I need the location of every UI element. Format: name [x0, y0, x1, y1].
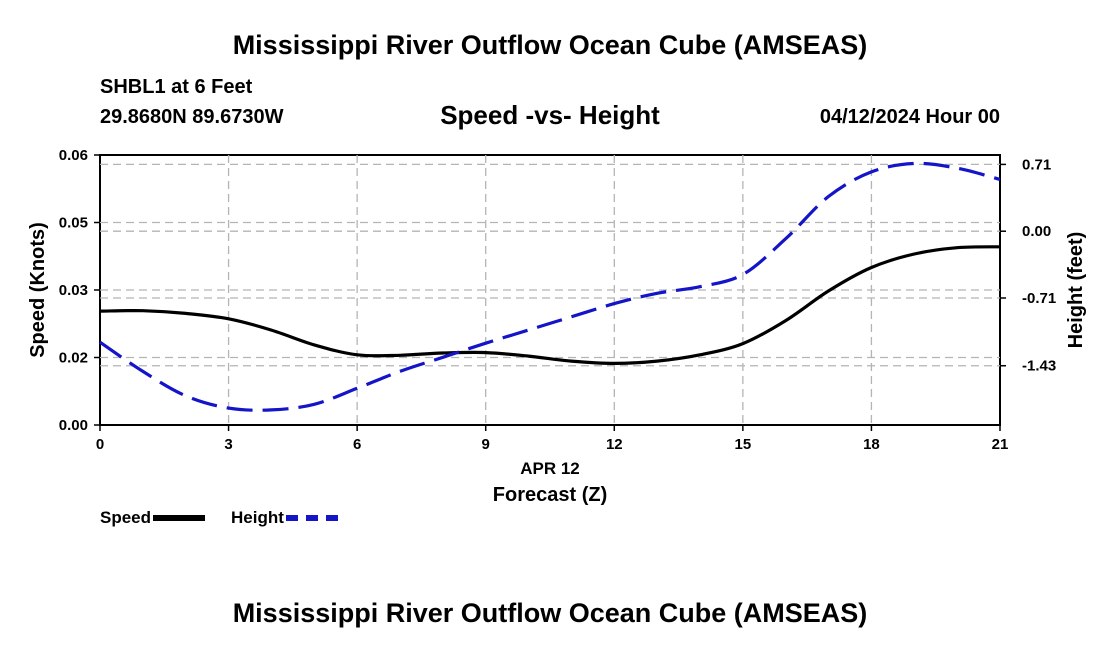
x-tick-label: 6	[353, 436, 361, 453]
x-axis-date-label: APR 12	[520, 459, 580, 478]
y-tick-label: 0.06	[59, 147, 88, 164]
y-tick-label: 0.03	[59, 282, 88, 299]
x-axis-label: Forecast (Z)	[493, 484, 607, 506]
y-tick-label: 0.02	[59, 350, 88, 367]
chart-footer-title: Mississippi River Outflow Ocean Cube (AM…	[232, 598, 868, 628]
chart-main-title: Mississippi River Outflow Ocean Cube (AM…	[232, 30, 868, 60]
series-height-line	[99, 161, 1001, 412]
x-tick-label: 21	[992, 436, 1009, 453]
y-tick-label: 0.00	[59, 417, 88, 434]
station-coordinates: 29.8680N 89.6730W	[100, 106, 284, 128]
y2-tick-label: 0.00	[1022, 223, 1051, 240]
x-tick-label: 18	[863, 436, 880, 453]
series-layer	[99, 161, 1001, 412]
legend-height-label: Height	[231, 508, 284, 527]
y2-axis-label: Height (feet)	[1065, 232, 1087, 349]
series-speed-line	[99, 245, 1001, 365]
y2-tick-label: 0.71	[1022, 156, 1051, 173]
legend-speed-label: Speed	[100, 508, 152, 527]
legend-height-swatch	[285, 515, 338, 521]
right-y-axis-ticks: 0.71 0.00 -0.71 -1.43	[1000, 156, 1056, 375]
x-tick-label: 0	[96, 436, 104, 453]
y-axis-label: Speed (Knots)	[27, 222, 49, 358]
y2-tick-label: -1.43	[1022, 358, 1056, 375]
legend-speed: Speed	[100, 508, 206, 528]
chart-subtitle: Speed -vs- Height	[440, 100, 660, 130]
y2-tick-label: -0.71	[1022, 290, 1056, 307]
station-label: SHBL1 at 6 Feet	[100, 76, 253, 98]
forecast-datetime: 04/12/2024 Hour 00	[819, 106, 1000, 128]
x-tick-label: 3	[224, 436, 232, 453]
legend-speed-swatch	[153, 515, 206, 521]
x-tick-label: 15	[735, 436, 752, 453]
left-y-axis-ticks: 0.00 0.02 0.03 0.05 0.06	[59, 147, 100, 434]
y-tick-label: 0.05	[59, 215, 88, 232]
x-tick-label: 12	[606, 436, 623, 453]
horizontal-gridlines	[100, 163, 1000, 367]
legend-height: Height	[231, 508, 338, 528]
x-axis-ticks: 0 3 6 9 12 15 18 21	[96, 425, 1009, 453]
x-tick-label: 9	[482, 436, 490, 453]
